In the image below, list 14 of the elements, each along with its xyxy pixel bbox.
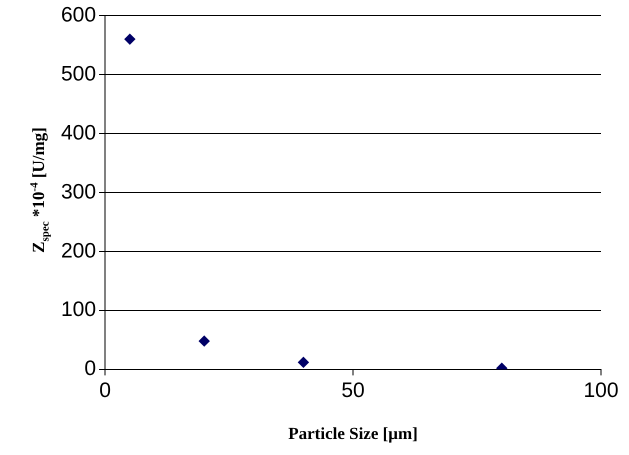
- point: [298, 356, 309, 368]
- x-tick-label: 100: [583, 378, 619, 402]
- y-tick-label: 200: [60, 239, 96, 262]
- y-tick-label: 0: [84, 357, 96, 380]
- y-tick-label: 400: [60, 121, 96, 144]
- y-tick-label: 300: [60, 180, 96, 204]
- y-tick-label: 600: [60, 3, 96, 26]
- x-axis-title: Particle Size [μm]: [288, 424, 418, 444]
- point: [124, 34, 136, 45]
- x-tick-label: 50: [341, 378, 365, 402]
- y-tick-label: 100: [60, 298, 96, 322]
- point: [198, 336, 210, 347]
- y-tick-label: 500: [60, 62, 96, 86]
- x-tick-label: 0: [99, 378, 111, 402]
